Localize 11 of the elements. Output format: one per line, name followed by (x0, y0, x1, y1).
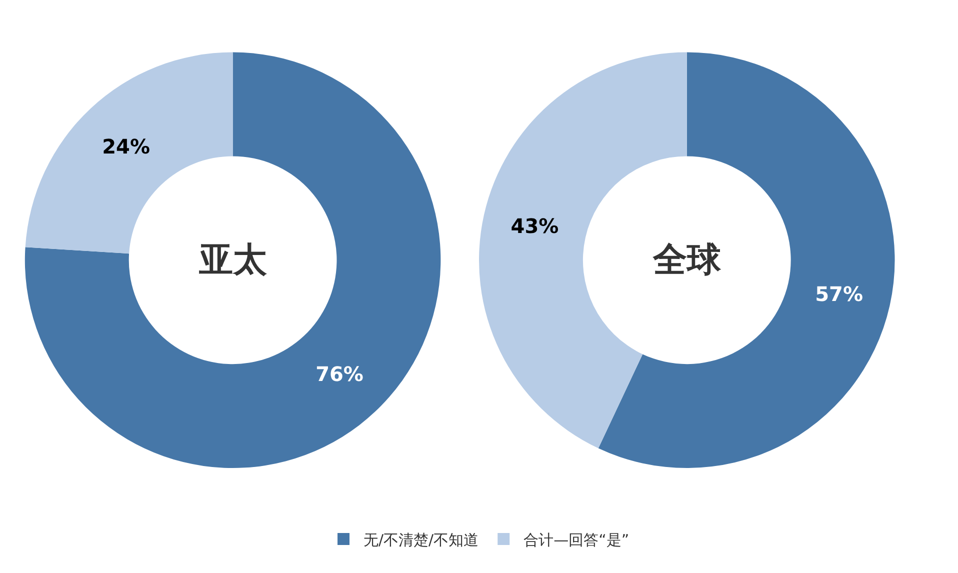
donut-slice (598, 52, 895, 468)
data-label: 76% (316, 362, 364, 386)
legend-label: 无/不清楚/不知道 (364, 530, 479, 549)
data-label: 43% (510, 214, 559, 238)
data-label: 57% (815, 282, 863, 306)
donut-slice (25, 52, 441, 468)
text: 亚太 (198, 240, 268, 280)
legend-label: 合计—回答“是” (524, 530, 630, 549)
data-label: 24% (102, 134, 150, 158)
text: 全球 (652, 240, 722, 280)
donut-slice (479, 52, 687, 448)
